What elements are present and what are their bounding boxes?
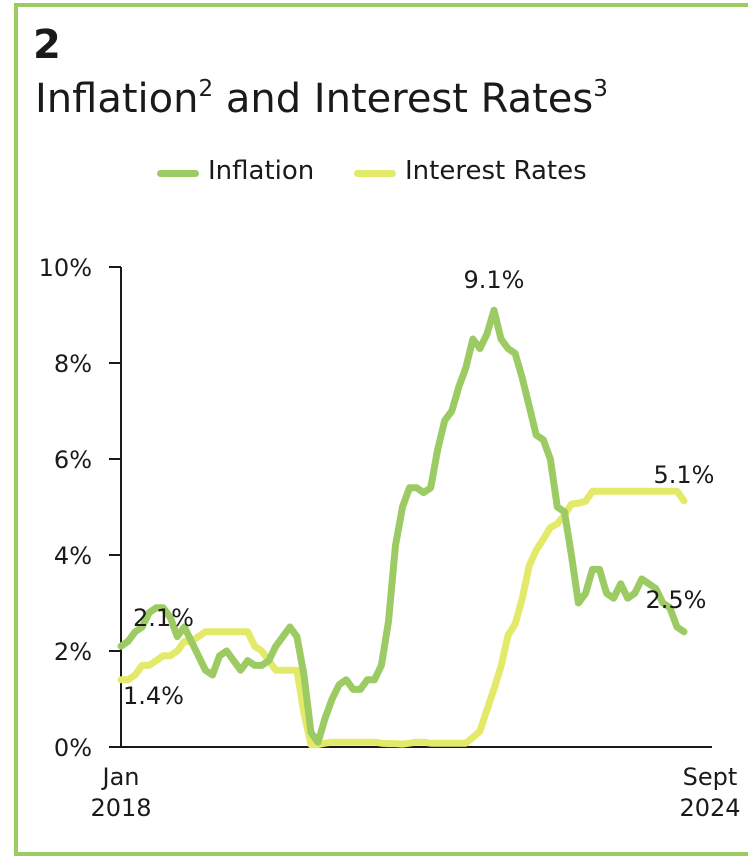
chart-axes: 0% 2% 4% 6% 8% 10% Jan 2018 Sept 2024 — [39, 254, 741, 822]
y-tick-label: 8% — [54, 350, 92, 378]
chart-card-frame — [14, 3, 748, 856]
y-tick-label: 6% — [54, 446, 92, 474]
title-rest: and Interest Rates — [213, 76, 594, 122]
data-label-inflation: 2.1% — [133, 604, 194, 632]
x-tick-label: Jan — [101, 763, 140, 791]
data-label-interest-rates: 5.1% — [654, 461, 715, 489]
data-label-interest-rates: 1.4% — [123, 682, 184, 710]
chart-data-labels: 2.1% 9.1% 2.5% 1.4% 5.1% — [123, 266, 714, 710]
title-main: Inflation — [35, 76, 199, 122]
legend-label-inflation: Inflation — [208, 156, 315, 186]
y-tick-label: 0% — [54, 734, 92, 762]
chart-number: 2 — [33, 22, 61, 68]
chart-title: Inflation2 and Interest Rates3 — [35, 76, 608, 122]
series-line-interest-rates — [117, 487, 688, 749]
y-tick-label: 4% — [54, 542, 92, 570]
x-tick-label: 2018 — [90, 794, 151, 822]
legend-swatch-interest-rates — [354, 170, 396, 177]
title-footnote-1: 2 — [198, 76, 214, 102]
legend-swatch-inflation — [157, 170, 199, 177]
x-tick-label: 2024 — [679, 794, 740, 822]
data-label-inflation: 2.5% — [646, 586, 707, 614]
series-line-inflation — [117, 306, 688, 746]
data-label-inflation: 9.1% — [463, 266, 524, 294]
x-tick-label: Sept — [683, 763, 738, 791]
y-tick-label: 2% — [54, 638, 92, 666]
legend-label-interest-rates: Interest Rates — [405, 156, 587, 186]
chart-series — [117, 306, 688, 749]
title-footnote-2: 3 — [593, 76, 608, 102]
y-tick-label: 10% — [39, 254, 92, 282]
